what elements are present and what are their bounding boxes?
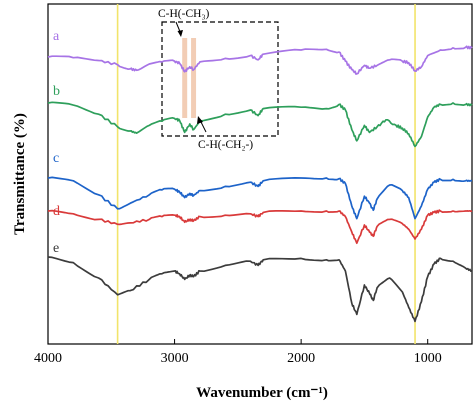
annotation-box	[161, 21, 279, 137]
highlight-bands	[182, 38, 197, 118]
series-line-c	[47, 176, 473, 220]
series-label-e: e	[53, 241, 59, 256]
series-labels: a b c d e	[53, 29, 60, 256]
series-label-b: b	[53, 84, 60, 99]
series-line-b	[47, 101, 473, 148]
series-label-d: d	[53, 204, 60, 219]
x-axis-ticks: 4000 3000 2000 1000	[34, 339, 442, 366]
annotation-ch2: C-H(-CH₂-)	[198, 139, 253, 151]
annotations: C-H(-CH₃) C-H(-CH₂-)	[158, 8, 253, 151]
annotation-ch3-arrowhead	[177, 30, 183, 37]
y-axis-title: Transmittance (%)	[12, 113, 28, 235]
x-tick-label: 3000	[161, 351, 189, 366]
series-label-a: a	[53, 29, 60, 44]
annotation-ch2-arrowhead	[197, 116, 203, 124]
x-tick-label: 2000	[287, 351, 315, 366]
series-lines	[47, 45, 473, 323]
highlight-band-1	[191, 38, 197, 118]
plot-frame	[47, 3, 473, 345]
series-line-d	[47, 209, 473, 245]
plot-area: a b c d e 4000 3000 2000 1000	[34, 3, 473, 366]
x-axis-title: Wavenumber (cm⁻¹)	[196, 385, 328, 401]
series-line-a	[47, 45, 473, 75]
series-label-c: c	[53, 151, 59, 166]
annotation-ch3: C-H(-CH₃)	[158, 8, 209, 20]
series-line-e	[47, 256, 473, 323]
reference-lines	[116, 4, 416, 344]
highlight-band-0	[182, 38, 188, 118]
x-tick-label: 4000	[34, 351, 62, 366]
x-tick-label: 1000	[414, 351, 442, 366]
